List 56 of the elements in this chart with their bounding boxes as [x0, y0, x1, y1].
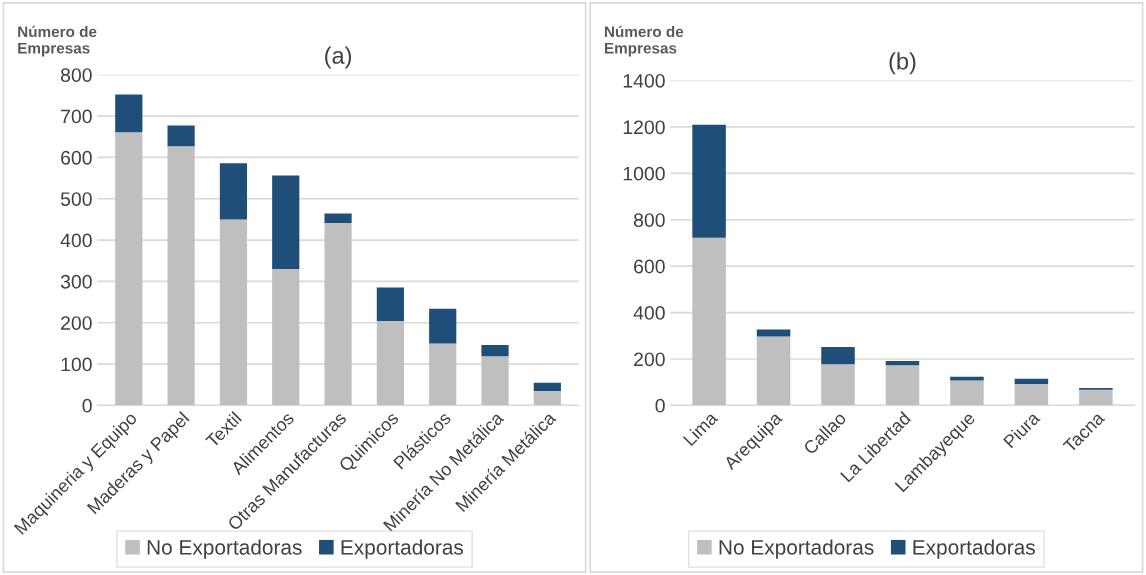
- bar: [756, 336, 791, 406]
- y-tick-label: 1400: [623, 73, 665, 88]
- bar: [219, 219, 248, 406]
- bar: [272, 268, 300, 406]
- y-tick-label: 600: [61, 150, 92, 165]
- bar: [324, 213, 352, 224]
- y-tick-label: 1200: [623, 120, 665, 135]
- legend-label: Exportadoras: [341, 539, 464, 559]
- y-tick-label: 500: [60, 192, 92, 206]
- bar: [692, 237, 726, 406]
- y-tick-label: 800: [60, 68, 92, 82]
- bar: [885, 361, 920, 366]
- y-tick-label: 0: [82, 398, 92, 413]
- bar: [692, 124, 726, 238]
- y-tick-label: 800: [633, 213, 665, 227]
- legend-label: No Exportadoras: [719, 539, 874, 559]
- legend-label: No Exportadoras: [147, 539, 302, 559]
- bar: [481, 356, 509, 406]
- y-tick-label: 300: [60, 274, 92, 289]
- bar: [429, 308, 457, 344]
- bar: [821, 346, 855, 365]
- y-tick-label: 400: [633, 306, 665, 320]
- bar: [1014, 384, 1049, 406]
- y-tick-label: 600: [634, 259, 665, 274]
- legend-label: Exportadoras: [913, 539, 1035, 559]
- bar: [376, 287, 404, 322]
- bar: [821, 364, 855, 406]
- y-tick-label: 700: [61, 109, 92, 124]
- bar: [950, 380, 984, 406]
- y-tick-label: 200: [61, 316, 92, 330]
- bar: [481, 345, 509, 357]
- y-tick-label: 400: [60, 233, 92, 248]
- bar: [376, 321, 404, 406]
- bar: [1014, 378, 1049, 385]
- bar: [756, 329, 791, 337]
- bar: [167, 146, 195, 406]
- bar: [885, 365, 920, 406]
- y-tick-label: 0: [655, 398, 665, 413]
- bar: [167, 125, 195, 147]
- y-tick-label: 200: [634, 352, 665, 367]
- bar: [533, 390, 561, 406]
- y-axis-title: Número de Empresas: [18, 25, 97, 57]
- y-axis-title: Número de Empresas: [604, 25, 684, 57]
- bar: [429, 343, 457, 406]
- y-tick-label: 1000: [623, 166, 665, 181]
- bar: [533, 382, 561, 391]
- chart-title: (b): [889, 52, 916, 75]
- bar: [115, 94, 143, 133]
- bar: [950, 376, 984, 381]
- chart-title: (a): [325, 46, 352, 69]
- y-tick-label: 100: [61, 357, 92, 372]
- bar: [115, 132, 143, 406]
- bar: [1079, 389, 1113, 406]
- bar: [272, 175, 300, 269]
- bar: [324, 223, 352, 406]
- bar: [219, 163, 248, 220]
